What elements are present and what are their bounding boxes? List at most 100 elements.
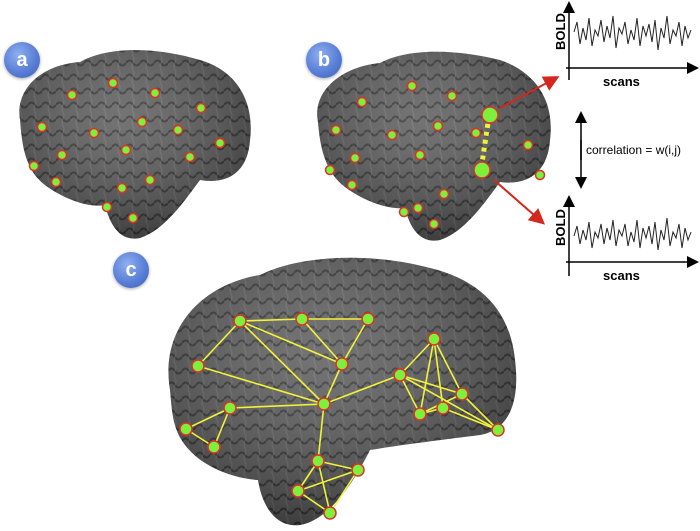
network-edge	[399, 338, 435, 376]
brain-b	[317, 51, 551, 241]
brain-node	[349, 152, 361, 164]
brain-node	[66, 89, 78, 101]
network-node	[323, 506, 337, 520]
panel-c-badge: c	[113, 252, 149, 288]
network-nodes	[179, 312, 505, 520]
brain-node	[330, 124, 342, 136]
brain-node	[149, 87, 161, 99]
brain-node	[406, 80, 418, 92]
ts-bottom-signal	[573, 217, 692, 251]
highlighted-node-upper	[481, 106, 499, 124]
network-edge	[341, 318, 369, 365]
network-edge	[213, 407, 231, 448]
brain-node	[127, 212, 139, 224]
network-edge	[317, 403, 325, 462]
network-edge	[239, 318, 303, 322]
network-edge	[419, 338, 435, 415]
network-node	[291, 484, 305, 498]
network-edge	[239, 320, 343, 365]
network-node	[295, 312, 309, 326]
network-node	[351, 463, 365, 477]
brain-node	[88, 127, 100, 139]
brain-node	[36, 121, 48, 133]
network-node	[335, 357, 349, 371]
network-edge	[323, 363, 343, 405]
timeseries-bottom: BOLD scans	[553, 195, 699, 283]
network-node	[311, 454, 325, 468]
timeseries-top: BOLD scans	[553, 1, 699, 89]
network-node	[191, 359, 205, 373]
ts-top-ylabel: BOLD	[553, 13, 568, 50]
brain-node	[120, 144, 132, 156]
brain-node	[101, 201, 113, 213]
brain-node	[398, 206, 410, 218]
brain-node	[184, 151, 196, 163]
brain-node	[414, 149, 426, 161]
brain-node	[412, 202, 424, 214]
network-edge	[317, 460, 331, 514]
network-edge	[323, 374, 401, 405]
network-edge	[301, 318, 343, 365]
correlation-label: correlation = w(i,j)	[586, 143, 681, 157]
network-node	[393, 368, 407, 382]
brain-node	[50, 176, 62, 188]
brain-node	[28, 160, 40, 172]
brain-node	[534, 169, 546, 181]
red-arrow-lower	[493, 179, 546, 225]
brain-a	[19, 50, 251, 239]
brain-node	[107, 77, 119, 89]
network-node	[179, 422, 193, 436]
panel-a-badge: a	[4, 42, 40, 78]
network-node	[491, 423, 505, 437]
brain-node	[214, 137, 226, 149]
ts-top-xlabel: scans	[603, 74, 640, 89]
brain-node	[470, 127, 482, 139]
network-edges	[185, 318, 499, 514]
network-node	[207, 440, 221, 454]
brain-node	[195, 102, 207, 114]
brain-node	[144, 174, 156, 186]
brain-node	[136, 116, 148, 128]
brain-node	[428, 218, 440, 230]
brain-node	[432, 120, 444, 132]
brain-node	[356, 96, 368, 108]
network-edge	[317, 460, 359, 471]
network-edge	[461, 393, 499, 431]
brain-node	[172, 124, 184, 136]
network-edge	[185, 407, 231, 430]
network-edge	[197, 320, 241, 367]
panel-b-badge: b	[306, 42, 342, 78]
network-node	[223, 401, 237, 415]
brain-node	[116, 182, 128, 194]
ts-top-signal	[573, 15, 692, 51]
highlighted-node-lower	[473, 161, 491, 179]
network-edge	[399, 374, 421, 415]
network-edge	[433, 338, 444, 409]
brain-node	[56, 149, 68, 161]
brain-node	[324, 164, 336, 176]
network-edge	[399, 374, 499, 431]
brain-node	[438, 188, 450, 200]
brain-b-nodes	[324, 80, 546, 230]
network-edge	[297, 469, 359, 492]
brain-node	[346, 179, 358, 191]
ts-bottom-ylabel: BOLD	[553, 209, 568, 246]
network-edge	[399, 374, 463, 395]
network-edge	[433, 338, 463, 395]
ts-bottom-xlabel: scans	[603, 268, 640, 283]
network-node	[427, 332, 441, 346]
red-arrow-upper	[499, 76, 560, 109]
brain-node	[522, 139, 534, 151]
correlation-dotted-edge	[478, 115, 492, 171]
brain-a-nodes	[28, 77, 226, 224]
network-edge	[239, 320, 325, 405]
network-edge	[197, 365, 325, 405]
network-edge	[442, 407, 499, 431]
brain-node	[386, 129, 398, 141]
network-node	[317, 397, 331, 411]
network-edge	[229, 403, 325, 409]
network-node	[361, 312, 375, 326]
network-node	[455, 387, 469, 401]
brain-c	[168, 257, 517, 526]
